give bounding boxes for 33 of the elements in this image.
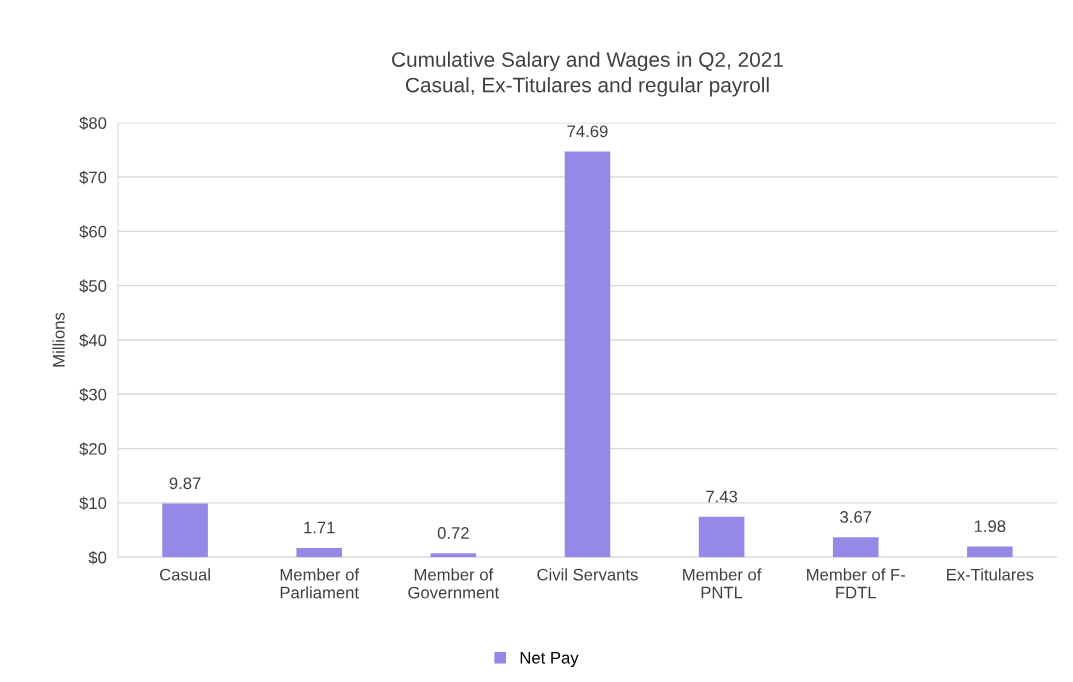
x-tick-label: Member of F- FDTL	[807, 568, 905, 599]
bar	[430, 553, 477, 558]
bar	[162, 503, 208, 558]
data-label: 1.71	[304, 521, 335, 534]
data-label: 74.69	[567, 125, 608, 138]
bar	[967, 546, 1013, 558]
bar	[296, 547, 343, 558]
data-label: 1.98	[974, 520, 1006, 533]
bar	[698, 516, 745, 558]
y-tick-label: $10	[79, 496, 107, 511]
legend-label: Net Pay	[520, 652, 579, 667]
x-tick-label: Member of PNTL	[683, 568, 762, 599]
chart-title: Cumulative Salary and Wages in Q2, 2021 Casual, Ex-Titulares and regular payroll	[392, 51, 783, 97]
y-tick-label: $80	[79, 116, 107, 130]
y-tick-label: $20	[79, 442, 107, 456]
x-tick-label: Member of Government	[408, 568, 500, 599]
y-tick-label: $40	[79, 333, 107, 348]
x-tick-label: Member of Parliament	[280, 568, 360, 599]
data-label: 3.67	[840, 511, 872, 523]
y-tick-label: $30	[79, 387, 107, 402]
y-tick-label: $60	[79, 225, 107, 239]
y-tick-label: $50	[79, 279, 107, 293]
bar	[564, 151, 611, 558]
x-tick-label: Civil Servants	[537, 568, 638, 581]
y-axis-title: Millions	[52, 312, 65, 367]
data-label: 7.43	[706, 490, 738, 503]
bar	[832, 537, 879, 558]
y-tick-label: $0	[88, 550, 107, 565]
data-label: 9.87	[169, 477, 201, 490]
x-tick-label: Casual	[160, 568, 210, 581]
y-tick-label: $70	[79, 170, 107, 185]
data-label: 0.72	[437, 527, 469, 539]
x-tick-label: Ex-Titulares	[947, 568, 1034, 581]
